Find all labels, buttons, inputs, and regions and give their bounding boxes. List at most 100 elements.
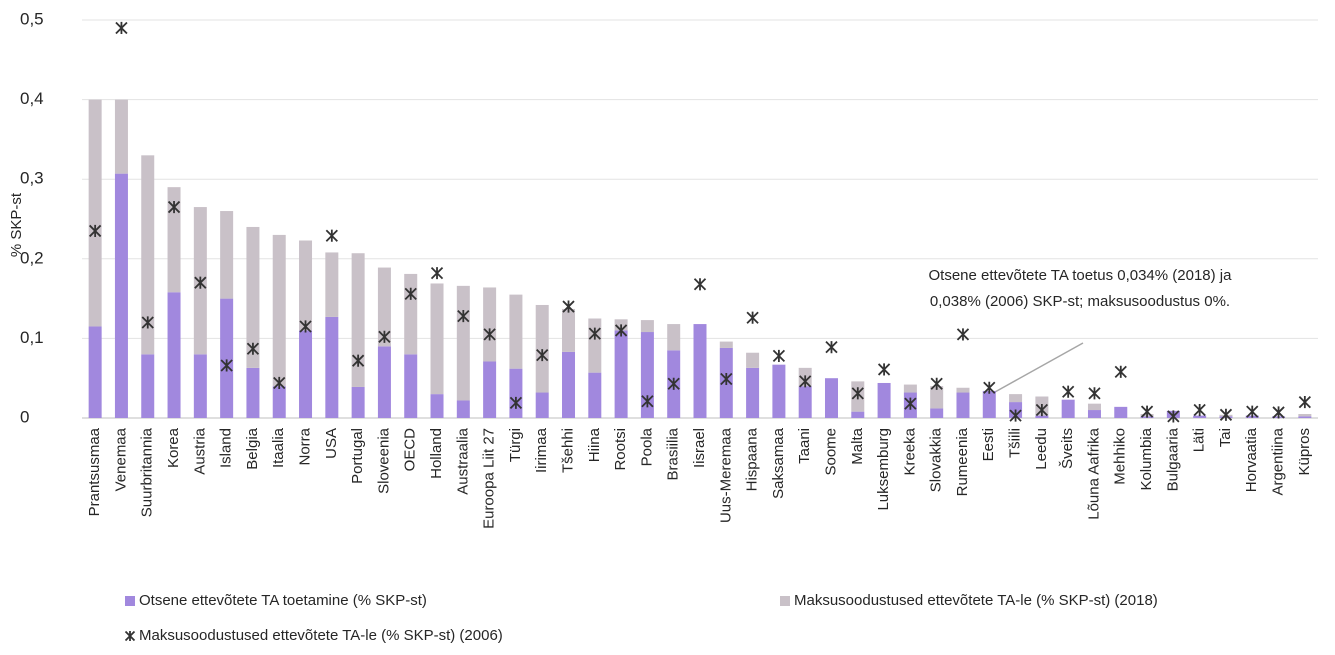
bar xyxy=(1087,410,1101,418)
legend-swatch xyxy=(780,596,790,606)
marker xyxy=(1219,408,1233,421)
bar xyxy=(719,341,733,348)
bar xyxy=(588,318,602,373)
bar xyxy=(430,283,444,395)
legend-swatch xyxy=(124,630,136,642)
y-tick-label: 0 xyxy=(20,407,29,426)
bar xyxy=(956,392,970,418)
bar xyxy=(588,372,602,418)
x-tick-label: Suurbritannia xyxy=(139,427,156,517)
bar xyxy=(956,387,970,393)
x-tick-label: Iisrael xyxy=(691,428,708,468)
x-tick-label: Poola xyxy=(638,427,655,466)
bar xyxy=(667,324,681,351)
x-tick-label: Šveits xyxy=(1059,428,1076,469)
marker xyxy=(1246,405,1259,418)
bar xyxy=(1114,406,1128,418)
bar xyxy=(377,346,391,418)
x-tick-label: Slovakkia xyxy=(928,427,945,492)
marker xyxy=(378,330,391,343)
x-tick-label: Saksamaa xyxy=(770,427,787,499)
marker xyxy=(930,377,943,390)
y-tick-label: 0,5 xyxy=(20,9,44,28)
y-tick-label: 0,3 xyxy=(20,169,44,188)
bar xyxy=(351,386,365,418)
bar xyxy=(562,351,576,418)
bar xyxy=(640,320,654,333)
y-tick-label: 0,1 xyxy=(20,328,44,347)
x-tick-label: Horvaatia xyxy=(1243,427,1260,492)
bar xyxy=(509,294,523,369)
legend-label: Maksusoodustused ettevõtete TA-le (% SKP… xyxy=(794,592,1158,609)
marker xyxy=(1009,409,1022,422)
x-tick-label: Kreeka xyxy=(901,427,918,475)
bar xyxy=(88,99,102,327)
x-tick-label: Eesti xyxy=(980,428,997,461)
annotation-line xyxy=(994,342,1084,393)
bar xyxy=(299,240,313,331)
marker xyxy=(246,342,260,355)
marker xyxy=(351,354,365,367)
marker xyxy=(1035,403,1049,417)
bar xyxy=(1193,415,1207,418)
x-tick-label: Belgia xyxy=(244,427,261,469)
bar xyxy=(1298,414,1312,417)
x-tick-label: Iirimaa xyxy=(533,427,550,473)
bar xyxy=(903,384,917,393)
marker xyxy=(1140,405,1154,418)
legend-label: Maksusoodustused ettevõtete TA-le (% SKP… xyxy=(139,627,503,644)
legend-label: Otsene ettevõtete TA toetamine (% SKP-st… xyxy=(139,592,427,609)
bar xyxy=(614,330,628,418)
x-tick-label: Portugal xyxy=(349,428,366,484)
x-tick-label: Austria xyxy=(191,427,208,474)
x-tick-label: Argentiina xyxy=(1270,427,1287,495)
bar xyxy=(141,155,155,355)
x-tick-label: Euroopa Liit 27 xyxy=(481,428,498,529)
marker xyxy=(562,300,575,313)
bar xyxy=(88,326,102,418)
x-tick-label: Tšiili xyxy=(1007,428,1024,458)
bar xyxy=(930,386,944,409)
x-tick-label: Island xyxy=(218,428,235,468)
bar xyxy=(535,392,549,418)
bar xyxy=(114,99,128,174)
x-tick-label: Rumeenia xyxy=(954,427,971,496)
marker xyxy=(983,381,996,394)
x-tick-label: Türgi xyxy=(507,428,524,462)
marker xyxy=(1167,410,1180,423)
x-tick-label: Norra xyxy=(297,427,314,465)
bar xyxy=(167,187,181,293)
legend-swatch xyxy=(125,596,135,606)
y-tick-label: 0,2 xyxy=(20,248,44,267)
marker xyxy=(825,341,838,354)
marker xyxy=(877,363,891,376)
x-tick-label: OECD xyxy=(402,428,419,472)
x-tick-label: Küpros xyxy=(1296,428,1313,476)
x-tick-label: Hispaana xyxy=(744,427,761,491)
marker xyxy=(746,311,759,324)
bar xyxy=(509,368,523,418)
marker xyxy=(667,377,680,390)
x-tick-label: Luksemburg xyxy=(875,428,892,511)
marker xyxy=(220,359,233,372)
y-axis-label: % SKP-st xyxy=(8,192,25,257)
bar xyxy=(141,354,155,418)
bar xyxy=(299,330,313,418)
x-tick-label: Austraalia xyxy=(454,427,471,494)
bar xyxy=(746,352,760,368)
marker xyxy=(693,278,707,291)
bar xyxy=(1061,399,1075,418)
marker xyxy=(115,21,128,35)
marker xyxy=(1272,406,1285,419)
bar xyxy=(1035,415,1049,418)
bar xyxy=(824,378,838,418)
marker xyxy=(194,276,207,289)
bar xyxy=(193,354,207,418)
marker xyxy=(1193,403,1206,417)
bar xyxy=(456,400,470,418)
x-tick-label: Venemaa xyxy=(112,427,129,491)
marker xyxy=(1088,387,1101,400)
bar xyxy=(535,304,549,393)
x-tick-label: Kolumbia xyxy=(1138,427,1155,490)
